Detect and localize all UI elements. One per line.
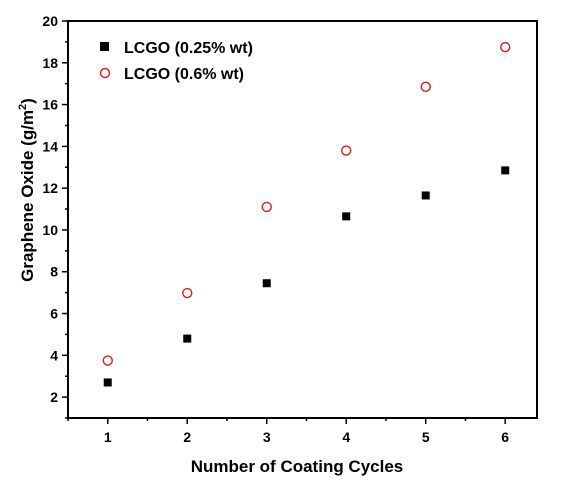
x-tick-label: 6 [501,429,509,445]
series-1-point [421,191,430,200]
plot-border [67,20,538,419]
x-tick-label: 3 [263,429,271,445]
series-1-point [103,378,112,387]
x-tick-label: 5 [422,429,430,445]
y-axis-ticks: 2 4 6 8 10 12 14 16 18 20 [42,13,68,419]
y-tick-label: 20 [42,13,58,29]
legend-label-series-2: LCGO (0.6% wt) [124,66,244,83]
series-2-point [500,41,511,53]
series-1-point [183,334,192,343]
y-axis-title-superscript: 2 [17,104,29,110]
x-axis-title: Number of Coating Cycles [191,457,404,476]
y-tick-label: 10 [42,222,58,238]
series-1-point [262,279,271,288]
y-tick-label: 18 [42,55,58,71]
y-tick-label: 4 [50,347,58,363]
y-tick-label: 2 [50,389,58,405]
y-axis-title: Graphene Oxide (g/m2) [17,98,37,282]
legend-marker-series-2 [99,67,111,79]
y-tick-label: 14 [42,138,58,154]
x-tick-label: 2 [183,429,191,445]
y-tick-label: 8 [50,264,58,280]
series-2-point [261,201,272,213]
series-2-point [182,287,193,299]
plot-frame [67,20,538,419]
series-1-point [342,212,351,221]
series-2-point [341,145,352,156]
y-tick-label: 12 [42,180,58,196]
x-tick-label: 4 [342,429,350,445]
x-tick-label: 1 [104,429,112,445]
legend-label-series-1: LCGO (0.25% wt) [124,40,253,57]
y-tick-label: 6 [50,306,58,322]
series-2-point [102,355,113,366]
y-tick-label: 16 [42,97,58,113]
series-1-point [501,166,510,175]
data-points [102,41,511,387]
legend: LCGO (0.25% wt) LCGO (0.6% wt) [99,40,253,83]
x-axis-ticks: 1 2 3 4 5 6 [67,418,509,445]
series-2-point [420,81,431,93]
legend-marker-series-1 [100,42,109,51]
